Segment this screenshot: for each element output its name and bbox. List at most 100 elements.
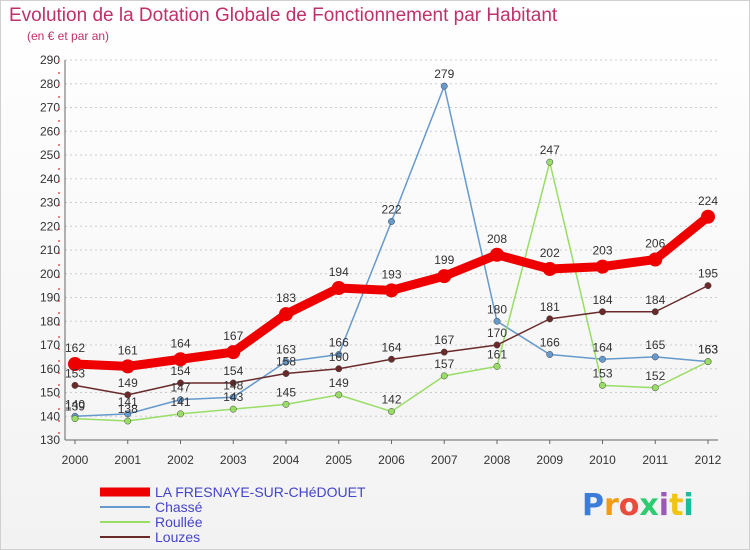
- data-label-3-11: 184: [645, 293, 665, 307]
- y-tick-label: 260: [40, 124, 60, 138]
- proxiti-logo: Proxiti: [582, 488, 694, 523]
- data-label-1-11: 165: [645, 338, 665, 352]
- data-label-1-0: 140: [65, 397, 85, 411]
- data-point-2-10: [599, 381, 606, 389]
- x-tick-label: 2002: [167, 453, 194, 467]
- x-tick-label: 2001: [114, 453, 141, 467]
- data-point-2-0: [71, 415, 79, 423]
- data-label-2-3: 143: [223, 390, 243, 404]
- data-label-1-4: 163: [276, 343, 296, 357]
- data-point-0-10: [595, 259, 610, 274]
- data-point-2-5: [335, 391, 343, 399]
- y-tick-label: 250: [40, 148, 60, 162]
- data-label-1-10: 164: [592, 340, 612, 354]
- data-label-0-10: 203: [592, 244, 612, 258]
- data-point-1-3: [229, 393, 237, 401]
- data-point-3-5: [335, 365, 343, 373]
- data-point-3-10: [599, 308, 606, 316]
- data-label-2-9: 247: [540, 143, 560, 157]
- x-tick-label: 2000: [62, 453, 89, 467]
- data-point-2-9: [546, 158, 554, 166]
- y-tick-label: 280: [40, 77, 60, 91]
- data-point-3-0: [71, 381, 79, 389]
- data-point-0-5: [331, 281, 346, 295]
- data-point-3-7: [440, 348, 448, 356]
- data-point-1-6: [388, 218, 395, 225]
- data-point-2-8: [493, 362, 501, 370]
- data-point-2-4: [282, 400, 290, 408]
- data-label-0-1: 161: [118, 343, 138, 357]
- data-point-0-0: [68, 357, 82, 371]
- legend-label-0: LA FRESNAYE-SUR-CHéDOUET: [155, 484, 366, 500]
- legend-label-1: Chassé: [155, 499, 203, 515]
- data-label-1-5: 166: [329, 336, 349, 350]
- x-tick-label: 2005: [325, 453, 352, 467]
- data-label-3-10: 184: [592, 293, 612, 307]
- data-point-3-12: [704, 282, 712, 290]
- data-label-0-5: 194: [329, 265, 349, 279]
- data-label-1-9: 166: [540, 336, 560, 350]
- data-point-0-8: [490, 247, 504, 262]
- data-point-0-4: [279, 307, 293, 322]
- data-label-3-0: 153: [65, 366, 85, 380]
- data-label-1-3: 148: [223, 378, 243, 392]
- data-label-2-12: 163: [698, 343, 718, 357]
- data-label-3-2: 154: [170, 364, 190, 378]
- data-point-2-3: [229, 405, 237, 413]
- y-tick-label: 140: [40, 409, 60, 423]
- data-point-3-11: [651, 308, 659, 316]
- data-point-1-2: [177, 396, 184, 404]
- axes: 130 140 150 160 170 180 190 200 210 220 230 240 250 2…: [40, 53, 722, 467]
- data-label-3-12: 195: [698, 267, 718, 281]
- data-point-1-9: [546, 351, 554, 358]
- chart-subtitle: (en € et par an): [27, 29, 110, 43]
- legend: LA FRESNAYE-SUR-CHéDOUETChasséRoulléeLou…: [100, 484, 366, 545]
- data-label-1-8: 180: [487, 302, 507, 316]
- x-tick-label: 2003: [220, 453, 247, 467]
- data-label-2-6: 142: [381, 393, 401, 407]
- series-group: [68, 82, 715, 425]
- data-point-1-4: [282, 358, 290, 366]
- data-point-0-9: [542, 262, 557, 276]
- data-label-0-9: 202: [540, 246, 560, 260]
- logo-letter: o: [619, 488, 640, 523]
- data-label-0-6: 193: [381, 267, 401, 281]
- data-label-3-3: 154: [223, 364, 243, 378]
- data-label-3-1: 149: [118, 376, 138, 390]
- data-point-0-1: [120, 359, 135, 374]
- data-point-2-7: [440, 372, 448, 380]
- data-label-3-6: 164: [381, 340, 401, 354]
- y-tick-label: 180: [40, 314, 60, 328]
- data-point-3-2: [177, 379, 184, 387]
- x-tick-label: 2008: [484, 453, 511, 467]
- data-point-3-8: [493, 341, 501, 349]
- y-tick-label: 290: [40, 53, 60, 67]
- y-tick-label: 210: [40, 243, 60, 257]
- legend-label-2: Roullée: [155, 514, 203, 530]
- data-label-0-7: 199: [434, 253, 454, 267]
- data-label-2-5: 149: [329, 376, 349, 390]
- data-label-1-2: 147: [170, 381, 190, 395]
- chart-title: Evolution de la Dotation Globale de Fonc…: [9, 5, 558, 26]
- data-point-3-9: [546, 315, 554, 323]
- logo-letter: r: [604, 488, 619, 523]
- x-tick-label: 2012: [695, 453, 722, 467]
- data-label-0-12: 224: [698, 194, 718, 208]
- data-point-0-2: [173, 352, 188, 367]
- y-tick-label: 150: [40, 386, 60, 400]
- data-point-1-8: [493, 317, 501, 325]
- data-point-1-10: [599, 355, 606, 363]
- data-label-2-7: 157: [434, 357, 454, 371]
- data-point-0-6: [384, 283, 399, 298]
- logo-letter: i: [659, 488, 669, 523]
- data-label-0-0: 162: [65, 341, 85, 355]
- logo-letter: i: [683, 488, 693, 523]
- data-point-0-3: [226, 345, 241, 360]
- x-tick-label: 2007: [431, 453, 458, 467]
- data-label-0-8: 208: [487, 232, 507, 246]
- data-label-3-9: 181: [540, 300, 560, 314]
- y-tick-label: 230: [40, 196, 60, 210]
